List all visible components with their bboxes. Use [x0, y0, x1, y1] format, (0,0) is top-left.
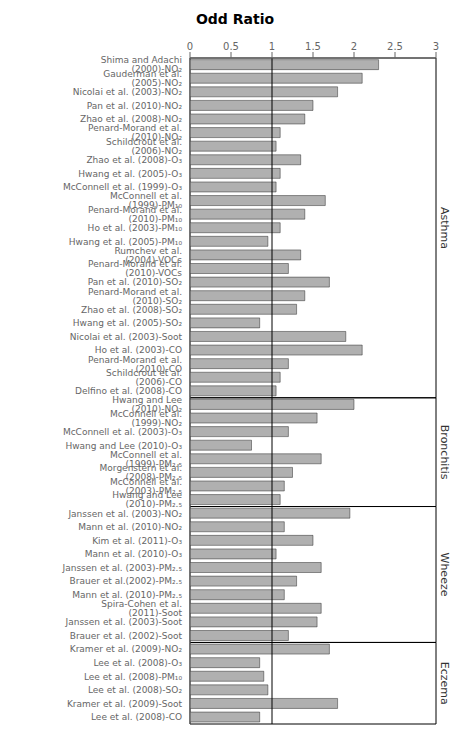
svg-text:Zhao et al. (2008)-O₃: Zhao et al. (2008)-O₃	[86, 155, 182, 165]
svg-text:0.5: 0.5	[223, 41, 239, 52]
svg-text:Hwang et al. (2005)-O₃: Hwang et al. (2005)-O₃	[78, 169, 182, 179]
svg-text:Brauer et al.(2002)-PM₂.₅: Brauer et al.(2002)-PM₂.₅	[70, 576, 183, 586]
svg-text:Mann et al. (2010)-O₃: Mann et al. (2010)-O₃	[85, 549, 183, 559]
svg-text:Lee et al. (2008)-PM₁₀: Lee et al. (2008)-PM₁₀	[84, 672, 182, 682]
svg-text:Lee et al. (2008)-O₃: Lee et al. (2008)-O₃	[93, 658, 182, 668]
svg-text:2.5: 2.5	[387, 41, 403, 52]
svg-text:Schildcrout et al.(2006)-NO₂: Schildcrout et al.(2006)-NO₂	[106, 137, 182, 156]
svg-text:Nicolai et al. (2003)-Soot: Nicolai et al. (2003)-Soot	[70, 332, 183, 342]
svg-text:Janssen et al. (2003)-PM₂.₅: Janssen et al. (2003)-PM₂.₅	[62, 563, 183, 573]
svg-text:Hwang et al. (2005)-SO₂: Hwang et al. (2005)-SO₂	[73, 318, 183, 328]
svg-text:Penard-Morand et al.(2010)-VOC: Penard-Morand et al.(2010)-VOCs	[88, 259, 182, 278]
svg-text:Ho et al. (2003)-PM₁₀: Ho et al. (2003)-PM₁₀	[88, 223, 183, 233]
svg-text:Mann et al. (2010)-NO₂: Mann et al. (2010)-NO₂	[78, 522, 182, 532]
svg-text:Penard-Morand et al.(2010)-SO₂: Penard-Morand et al.(2010)-SO₂	[88, 287, 182, 306]
svg-text:Gauderman et al.(2005)-NO₂: Gauderman et al.(2005)-NO₂	[103, 69, 182, 88]
svg-text:0: 0	[187, 41, 193, 52]
svg-text:Pan et al. (2010)-NO₂: Pan et al. (2010)-NO₂	[87, 101, 183, 111]
svg-text:Schildcrout et al.(2006)-CO: Schildcrout et al.(2006)-CO	[106, 368, 182, 387]
svg-text:Spira-Cohen et al.(2011)-Soot: Spira-Cohen et al.(2011)-Soot	[101, 599, 182, 618]
svg-text:1.5: 1.5	[305, 41, 321, 52]
svg-text:Kramer et al. (2009)-Soot: Kramer et al. (2009)-Soot	[67, 699, 183, 709]
svg-text:Zhao et al. (2008)-SO₂: Zhao et al. (2008)-SO₂	[81, 305, 182, 315]
svg-text:Nicolai et al. (2003)-NO₂: Nicolai et al. (2003)-NO₂	[73, 87, 183, 97]
svg-text:Wheeze: Wheeze	[438, 553, 451, 597]
svg-text:Lee et al. (2008)-SO₂: Lee et al. (2008)-SO₂	[88, 685, 182, 695]
svg-text:McConnell et al. (2003)-O₃: McConnell et al. (2003)-O₃	[63, 427, 182, 437]
svg-text:Asthma: Asthma	[438, 207, 451, 249]
svg-text:Eczema: Eczema	[438, 662, 451, 705]
svg-text:Bronchitis: Bronchitis	[438, 425, 451, 480]
svg-text:2: 2	[351, 41, 357, 52]
svg-text:1: 1	[269, 41, 275, 52]
svg-text:Brauer et al. (2002)-Soot: Brauer et al. (2002)-Soot	[70, 631, 183, 641]
svg-text:McConnell et al.(1999)-NO₂: McConnell et al.(1999)-NO₂	[110, 409, 183, 428]
svg-text:Kim et al. (2011)-O₃: Kim et al. (2011)-O₃	[92, 536, 182, 546]
svg-text:Lee et al. (2008)-CO: Lee et al. (2008)-CO	[91, 712, 182, 722]
svg-text:Penard-Morand et al.(2010)-PM₁: Penard-Morand et al.(2010)-PM₁₀	[88, 205, 182, 224]
svg-text:Janssen et al. (2003)-NO₂: Janssen et al. (2003)-NO₂	[67, 509, 182, 519]
svg-text:Hwang and Lee(2010)-PM₂.₅: Hwang and Lee(2010)-PM₂.₅	[112, 490, 182, 509]
svg-text:Janssen et al. (2003)-Soot: Janssen et al. (2003)-Soot	[65, 617, 183, 627]
svg-text:3: 3	[433, 41, 439, 52]
svg-text:Kramer et al. (2009)-NO₂: Kramer et al. (2009)-NO₂	[70, 644, 183, 654]
